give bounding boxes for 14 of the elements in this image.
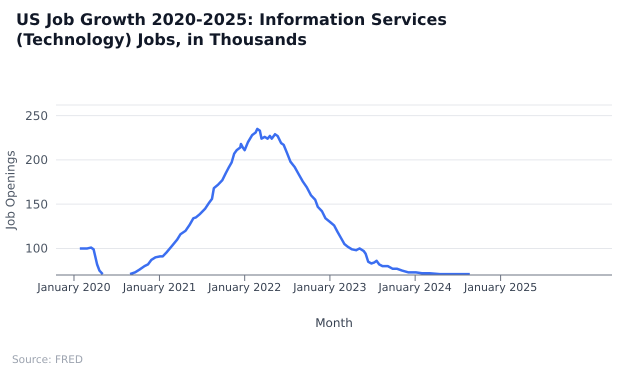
y-tick-label: 150 <box>25 197 48 212</box>
y-tick-label: 100 <box>25 242 48 256</box>
x-tick-label: January 2020 <box>36 280 111 294</box>
x-tick-label: January 2025 <box>463 280 538 294</box>
x-tick-label: January 2023 <box>292 280 367 294</box>
y-tick-label: 250 <box>25 108 48 123</box>
y-tick-label: 200 <box>25 153 48 168</box>
y-axis-title: Job Openings <box>3 150 18 231</box>
chart-title: US Job Growth 2020-2025: Information Services (Technology) Jobs, in Thousands <box>16 10 448 50</box>
x-tick-label: January 2024 <box>378 280 452 294</box>
source-note: Source: FRED <box>12 354 83 366</box>
x-tick-label: January 2022 <box>207 280 282 294</box>
x-axis-title: Month <box>315 316 353 330</box>
x-tick-label: January 2021 <box>122 280 196 294</box>
